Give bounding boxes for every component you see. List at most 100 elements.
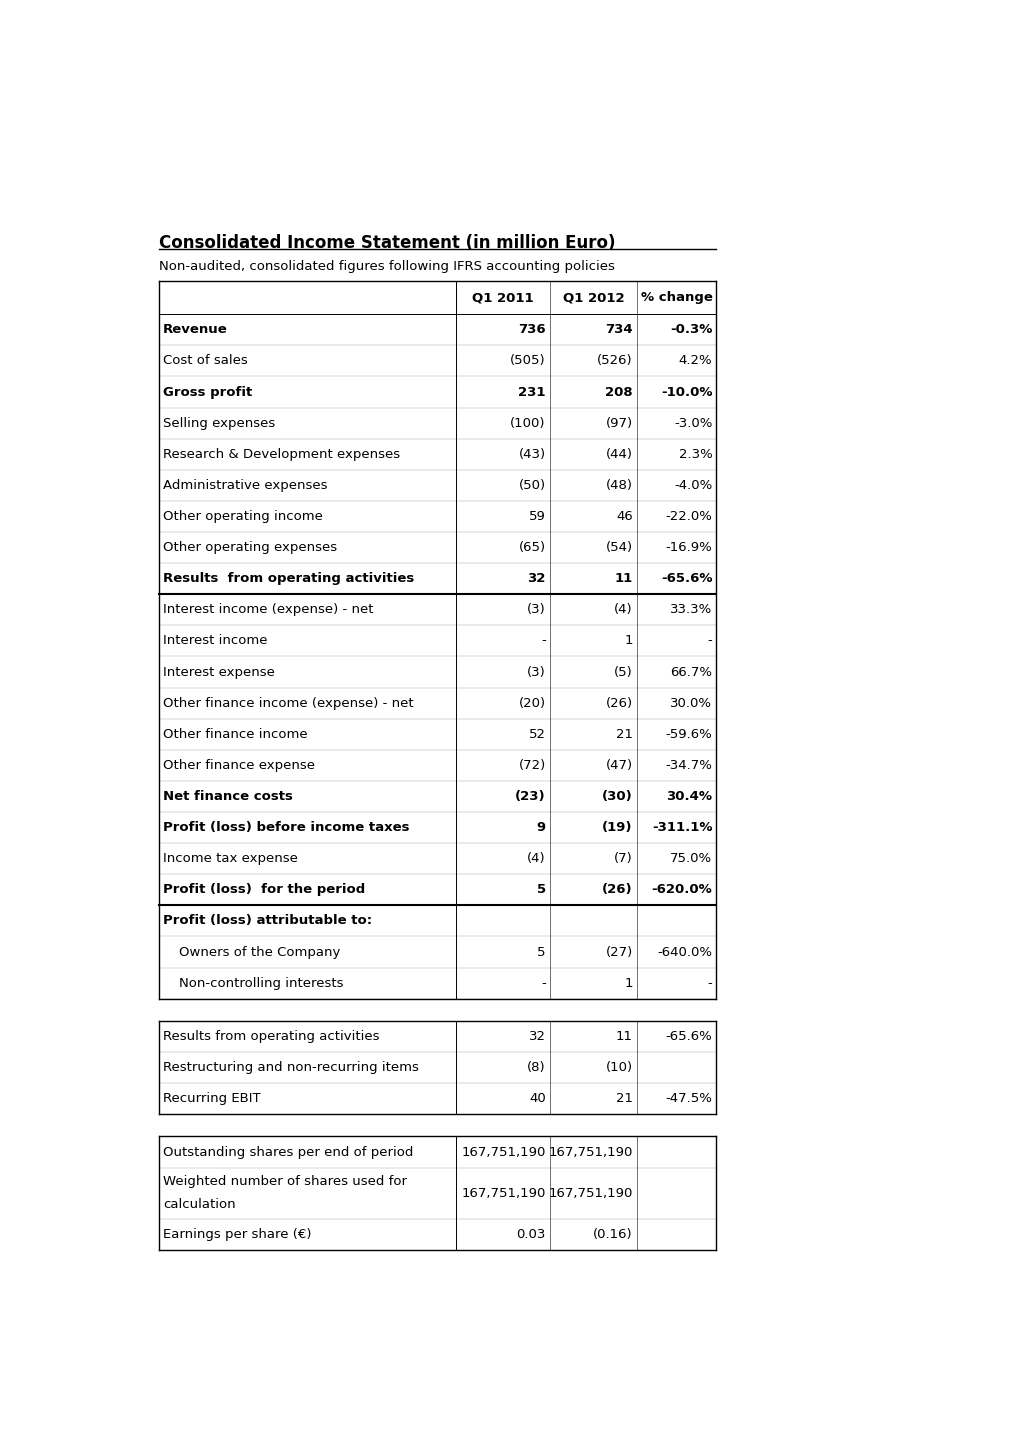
Text: -22.0%: -22.0% xyxy=(665,509,711,522)
Text: % change: % change xyxy=(640,291,711,304)
Text: Non-audited, consolidated figures following IFRS accounting policies: Non-audited, consolidated figures follow… xyxy=(159,260,614,273)
Text: -3.0%: -3.0% xyxy=(674,417,711,430)
Text: Interest income: Interest income xyxy=(163,635,267,648)
Text: Weighted number of shares used for: Weighted number of shares used for xyxy=(163,1176,407,1189)
Text: Other operating expenses: Other operating expenses xyxy=(163,541,337,554)
Text: Other finance income: Other finance income xyxy=(163,727,308,740)
Text: 167,751,190: 167,751,190 xyxy=(548,1146,632,1159)
Text: Recurring EBIT: Recurring EBIT xyxy=(163,1092,261,1105)
Text: (505): (505) xyxy=(510,355,545,368)
Text: (43): (43) xyxy=(518,447,545,460)
Text: 46: 46 xyxy=(615,509,632,522)
Text: Revenue: Revenue xyxy=(163,323,227,336)
Text: 32: 32 xyxy=(528,1030,545,1043)
Text: 5: 5 xyxy=(537,945,545,958)
Text: -: - xyxy=(540,977,545,990)
Text: -: - xyxy=(707,635,711,648)
Text: Profit (loss) before income taxes: Profit (loss) before income taxes xyxy=(163,821,410,834)
Text: Other finance expense: Other finance expense xyxy=(163,759,315,772)
Text: -59.6%: -59.6% xyxy=(665,727,711,740)
Text: Interest expense: Interest expense xyxy=(163,665,275,678)
Text: 75.0%: 75.0% xyxy=(669,853,711,866)
Text: Selling expenses: Selling expenses xyxy=(163,417,275,430)
Text: Research & Development expenses: Research & Development expenses xyxy=(163,447,399,460)
Text: 1: 1 xyxy=(624,635,632,648)
Text: -16.9%: -16.9% xyxy=(665,541,711,554)
Text: 0.03: 0.03 xyxy=(516,1228,545,1241)
Text: Profit (loss)  for the period: Profit (loss) for the period xyxy=(163,883,365,896)
Text: -10.0%: -10.0% xyxy=(660,385,711,398)
Text: (7): (7) xyxy=(613,853,632,866)
Text: (0.16): (0.16) xyxy=(592,1228,632,1241)
Text: 32: 32 xyxy=(527,573,545,586)
Text: 167,751,190: 167,751,190 xyxy=(461,1186,545,1199)
Text: 2.3%: 2.3% xyxy=(678,447,711,460)
Text: Q1 2011: Q1 2011 xyxy=(472,291,533,304)
Text: 30.0%: 30.0% xyxy=(669,697,711,710)
Text: Profit (loss) attributable to:: Profit (loss) attributable to: xyxy=(163,915,372,928)
Text: (526): (526) xyxy=(596,355,632,368)
Text: 4.2%: 4.2% xyxy=(679,355,711,368)
Text: (5): (5) xyxy=(613,665,632,678)
Text: (50): (50) xyxy=(518,479,545,492)
Text: (97): (97) xyxy=(605,417,632,430)
Text: -311.1%: -311.1% xyxy=(651,821,711,834)
Text: 11: 11 xyxy=(615,1030,632,1043)
Text: 11: 11 xyxy=(613,573,632,586)
Text: (27): (27) xyxy=(605,945,632,958)
Text: -640.0%: -640.0% xyxy=(657,945,711,958)
Text: 66.7%: 66.7% xyxy=(669,665,711,678)
Text: 40: 40 xyxy=(529,1092,545,1105)
Text: (26): (26) xyxy=(605,697,632,710)
Text: Consolidated Income Statement (in million Euro): Consolidated Income Statement (in millio… xyxy=(159,234,615,253)
Text: 52: 52 xyxy=(528,727,545,740)
Text: Results from operating activities: Results from operating activities xyxy=(163,1030,379,1043)
Text: Other operating income: Other operating income xyxy=(163,509,323,522)
Text: 736: 736 xyxy=(518,323,545,336)
Text: (26): (26) xyxy=(601,883,632,896)
Text: 208: 208 xyxy=(604,385,632,398)
Text: (3): (3) xyxy=(527,603,545,616)
Text: 5: 5 xyxy=(536,883,545,896)
Text: (54): (54) xyxy=(605,541,632,554)
Text: -4.0%: -4.0% xyxy=(674,479,711,492)
Text: -0.3%: -0.3% xyxy=(669,323,711,336)
Text: (23): (23) xyxy=(515,789,545,802)
Text: Interest income (expense) - net: Interest income (expense) - net xyxy=(163,603,373,616)
Text: -34.7%: -34.7% xyxy=(665,759,711,772)
Text: 59: 59 xyxy=(528,509,545,522)
Text: (3): (3) xyxy=(527,665,545,678)
Text: Earnings per share (€): Earnings per share (€) xyxy=(163,1228,311,1241)
Text: (4): (4) xyxy=(527,853,545,866)
Text: -65.6%: -65.6% xyxy=(660,573,711,586)
Text: Cost of sales: Cost of sales xyxy=(163,355,248,368)
Text: Restructuring and non-recurring items: Restructuring and non-recurring items xyxy=(163,1061,419,1074)
Text: -620.0%: -620.0% xyxy=(651,883,711,896)
Text: 734: 734 xyxy=(604,323,632,336)
Text: 30.4%: 30.4% xyxy=(665,789,711,802)
Text: Owners of the Company: Owners of the Company xyxy=(178,945,340,958)
Text: Administrative expenses: Administrative expenses xyxy=(163,479,327,492)
Text: (4): (4) xyxy=(613,603,632,616)
Text: 1: 1 xyxy=(624,977,632,990)
Text: (19): (19) xyxy=(601,821,632,834)
Text: 9: 9 xyxy=(536,821,545,834)
Text: 167,751,190: 167,751,190 xyxy=(548,1186,632,1199)
Text: 231: 231 xyxy=(518,385,545,398)
Text: Other finance income (expense) - net: Other finance income (expense) - net xyxy=(163,697,414,710)
Text: Outstanding shares per end of period: Outstanding shares per end of period xyxy=(163,1146,413,1159)
Text: (30): (30) xyxy=(601,789,632,802)
Text: 21: 21 xyxy=(615,1092,632,1105)
Text: (20): (20) xyxy=(518,697,545,710)
Text: Gross profit: Gross profit xyxy=(163,385,252,398)
Text: -: - xyxy=(707,977,711,990)
Text: (72): (72) xyxy=(518,759,545,772)
Text: Results  from operating activities: Results from operating activities xyxy=(163,573,414,586)
Text: (8): (8) xyxy=(527,1061,545,1074)
Text: calculation: calculation xyxy=(163,1198,235,1211)
Text: Non-controlling interests: Non-controlling interests xyxy=(178,977,343,990)
Text: -65.6%: -65.6% xyxy=(665,1030,711,1043)
Text: -: - xyxy=(540,635,545,648)
Text: 167,751,190: 167,751,190 xyxy=(461,1146,545,1159)
Text: (65): (65) xyxy=(518,541,545,554)
